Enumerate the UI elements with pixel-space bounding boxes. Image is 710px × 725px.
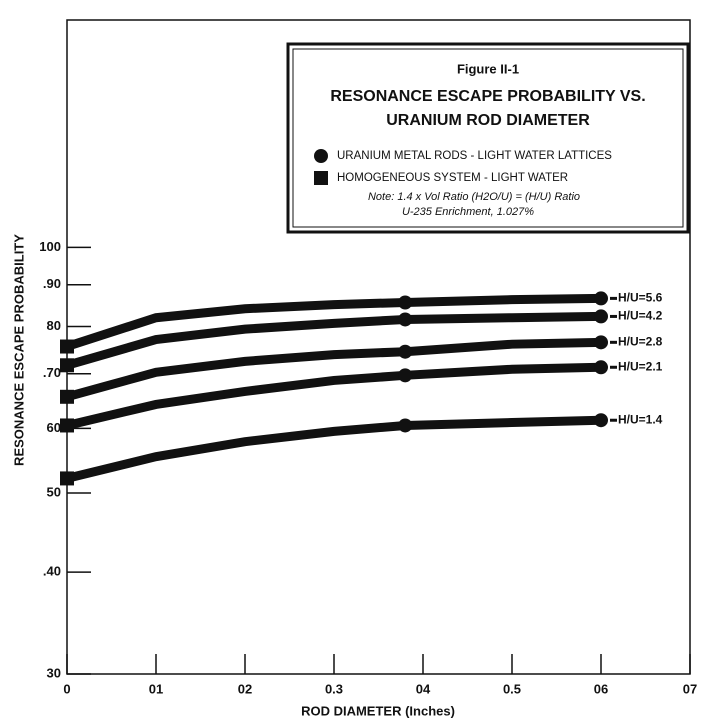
series-label: H/U=5.6: [618, 291, 663, 305]
legend-box-inner: [292, 48, 684, 228]
series-label: H/U=2.8: [618, 335, 663, 349]
x-tick-label: 0.5: [503, 681, 521, 696]
series-line: [65, 311, 602, 370]
note: Note: 1.4 x Vol Ratio (H2O/U) = (H/U) Ra…: [368, 191, 580, 203]
marker-circle: [398, 312, 413, 327]
x-tick-label: 0.3: [325, 681, 343, 696]
y-axis-title: RESONANCE ESCAPE PROBABILITY: [11, 234, 26, 466]
marker-circle: [398, 418, 413, 433]
legend-label: URANIUM METAL RODS - LIGHT WATER LATTICE…: [337, 150, 612, 162]
series-label: H/U=4.2: [618, 309, 663, 323]
y-tick-label: 30: [47, 665, 61, 680]
marker-circle: [594, 360, 608, 375]
y-tick-label: .90: [43, 276, 61, 291]
chart-subtitle: URANIUM ROD DIAMETER: [386, 112, 590, 129]
x-tick-label: 06: [594, 681, 608, 696]
legend-box: [286, 42, 690, 234]
series-line: [65, 293, 602, 351]
x-tick-label: 04: [416, 681, 431, 696]
marker-circle: [398, 295, 413, 310]
series-label: H/U=2.1: [618, 359, 663, 373]
marker-square: [60, 471, 74, 486]
y-tick-label: 60: [47, 420, 61, 435]
note: U-235 Enrichment, 1.027%: [402, 206, 534, 218]
marker-square: [60, 339, 74, 354]
marker-square: [60, 358, 74, 373]
series-line: [65, 415, 602, 483]
series-line: [65, 362, 602, 430]
series-line: [65, 337, 602, 402]
marker-circle: [398, 368, 413, 383]
marker-circle: [594, 291, 608, 306]
marker-square: [60, 389, 74, 404]
marker-circle: [398, 344, 413, 359]
x-tick-label: 07: [683, 681, 697, 696]
y-tick-label: 50: [47, 484, 61, 499]
x-tick-label: 0: [63, 681, 70, 696]
chart-subtitle: RESONANCE ESCAPE PROBABILITY VS.: [330, 88, 645, 105]
y-tick-label: .40: [43, 564, 61, 579]
legend-label: HOMOGENEOUS SYSTEM - LIGHT WATER: [337, 172, 568, 184]
y-tick-label: .70: [43, 365, 61, 380]
y-tick-label: 80: [47, 318, 61, 333]
marker-circle: [594, 413, 608, 428]
marker-circle: [314, 149, 328, 163]
x-tick-label: 01: [149, 681, 163, 696]
marker-square: [60, 418, 74, 433]
y-tick-label: 100: [39, 239, 61, 254]
marker-circle: [594, 335, 608, 350]
x-axis-title: ROD DIAMETER (Inches): [301, 703, 455, 718]
x-tick-label: 02: [238, 681, 252, 696]
marker-circle: [594, 309, 608, 324]
chart-title: Figure II-1: [457, 61, 519, 76]
marker-square: [314, 171, 328, 185]
series-label: H/U=1.4: [618, 412, 663, 426]
